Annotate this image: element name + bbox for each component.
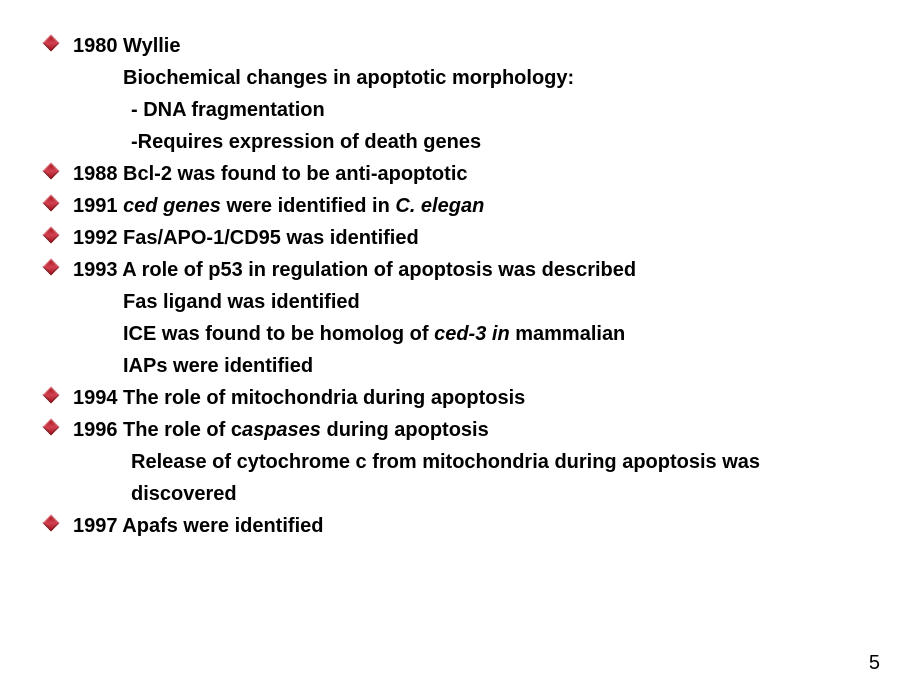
timeline-subline: ICE was found to be homolog of ced-3 in … [45,318,875,350]
text-segment: Release of cytochrome c from mitochondri… [131,451,760,473]
text-segment: 1991 [73,195,123,217]
text-segment: 1994 The role of mitochondria during apo… [73,387,525,409]
text-segment: IAPs were identified [123,355,313,377]
timeline-entry: 1994 The role of mitochondria during apo… [45,382,875,414]
timeline-subline: IAPs were identified [45,350,875,382]
text-segment: - DNA fragmentation [131,99,325,121]
text-segment: Fas ligand was identified [123,291,360,313]
timeline-subline: -Requires expression of death genes [45,126,875,158]
text-segment: ICE was found to be homolog of [123,323,434,345]
timeline-entry: 1997 Apafs were identified [45,510,875,542]
text-segment: mammalian [510,323,626,345]
text-segment: C. elegan [395,195,484,217]
text-segment: were identified in [221,195,395,217]
text-segment: ced-3 in [434,323,510,345]
timeline-subline: discovered [45,478,875,510]
timeline-entry: 1988 Bcl-2 was found to be anti-apoptoti… [45,158,875,190]
text-segment: 1980 Wyllie [73,35,180,57]
timeline-entry: 1993 A role of p53 in regulation of apop… [45,254,875,286]
slide: 1980 Wyllie Biochemical changes in apopto… [0,0,920,690]
text-segment: discovered [131,483,237,505]
text-segment: 1988 Bcl-2 was found to be anti-apoptoti… [73,163,468,185]
text-segment: aspases [242,419,321,441]
timeline-entry: 1980 Wyllie [45,30,875,62]
text-segment: -Requires expression of death genes [131,131,481,153]
timeline-subline: Biochemical changes in apoptotic morphol… [45,62,875,94]
timeline-entry: 1992 Fas/APO-1/CD95 was identified [45,222,875,254]
timeline-entry: 1991 ced genes were identified in C. ele… [45,190,875,222]
text-segment: Biochemical changes in apoptotic morphol… [123,67,574,89]
timeline-subline: Fas ligand was identified [45,286,875,318]
text-segment: 1992 Fas/APO-1/CD95 was identified [73,227,419,249]
text-segment: 1996 The role of c [73,419,242,441]
timeline-entry: 1996 The role of caspases during apoptos… [45,414,875,446]
text-segment: during apoptosis [321,419,489,441]
timeline-list: 1980 Wyllie Biochemical changes in apopto… [45,30,875,542]
text-segment: 1993 A role of p53 in regulation of apop… [73,259,636,281]
timeline-subline: Release of cytochrome c from mitochondri… [45,446,875,478]
text-segment: 1997 Apafs were identified [73,515,323,537]
text-segment: ced genes [123,195,221,217]
page-number: 5 [869,652,880,675]
timeline-subline: - DNA fragmentation [45,94,875,126]
